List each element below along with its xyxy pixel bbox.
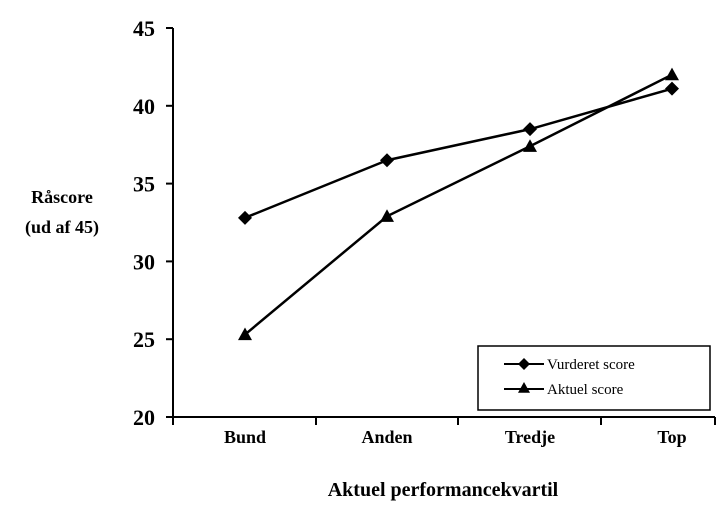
series-group [238,67,679,341]
legend-marker-diamond [518,358,530,370]
x-tick-label: Top [657,427,686,447]
series-vurderet-score [238,81,679,225]
data-point-triangle [665,67,679,81]
legend: Vurderet score Aktuel score [477,345,711,411]
data-point-diamond [380,153,394,168]
data-point-triangle [238,327,252,341]
legend-box [477,345,711,411]
y-tick-label: 35 [133,172,155,197]
y-axis-label-line-1: Råscore [31,187,93,207]
legend-marker-triangle [518,382,530,393]
y-axis-label-line-2: (ud af 45) [25,217,99,238]
y-tick-label: 30 [133,249,155,274]
x-tick-label: Anden [361,427,412,447]
data-point-triangle [380,209,394,222]
y-tick-label: 20 [133,405,155,430]
x-axis-label: Aktuel performancekvartil [328,479,559,501]
y-axis-ticks: 20 25 30 35 40 45 [133,16,173,430]
y-tick-label: 40 [133,94,155,119]
legend-label: Vurderet score [547,357,635,373]
data-point-diamond [665,81,679,96]
data-point-diamond [523,122,537,137]
legend-label: Aktuel score [547,382,624,398]
data-point-diamond [238,210,252,225]
axes [172,28,715,418]
data-point-triangle [523,139,537,152]
series-line [244,87,673,219]
x-tick-label: Bund [224,427,266,447]
series-aktuel-score [238,67,679,341]
x-tick-label: Tredje [505,427,555,447]
y-tick-label: 45 [133,16,155,41]
x-axis-ticks: Bund Anden Tredje Top [172,417,716,447]
y-tick-label: 25 [133,327,155,352]
series-line [244,73,673,336]
